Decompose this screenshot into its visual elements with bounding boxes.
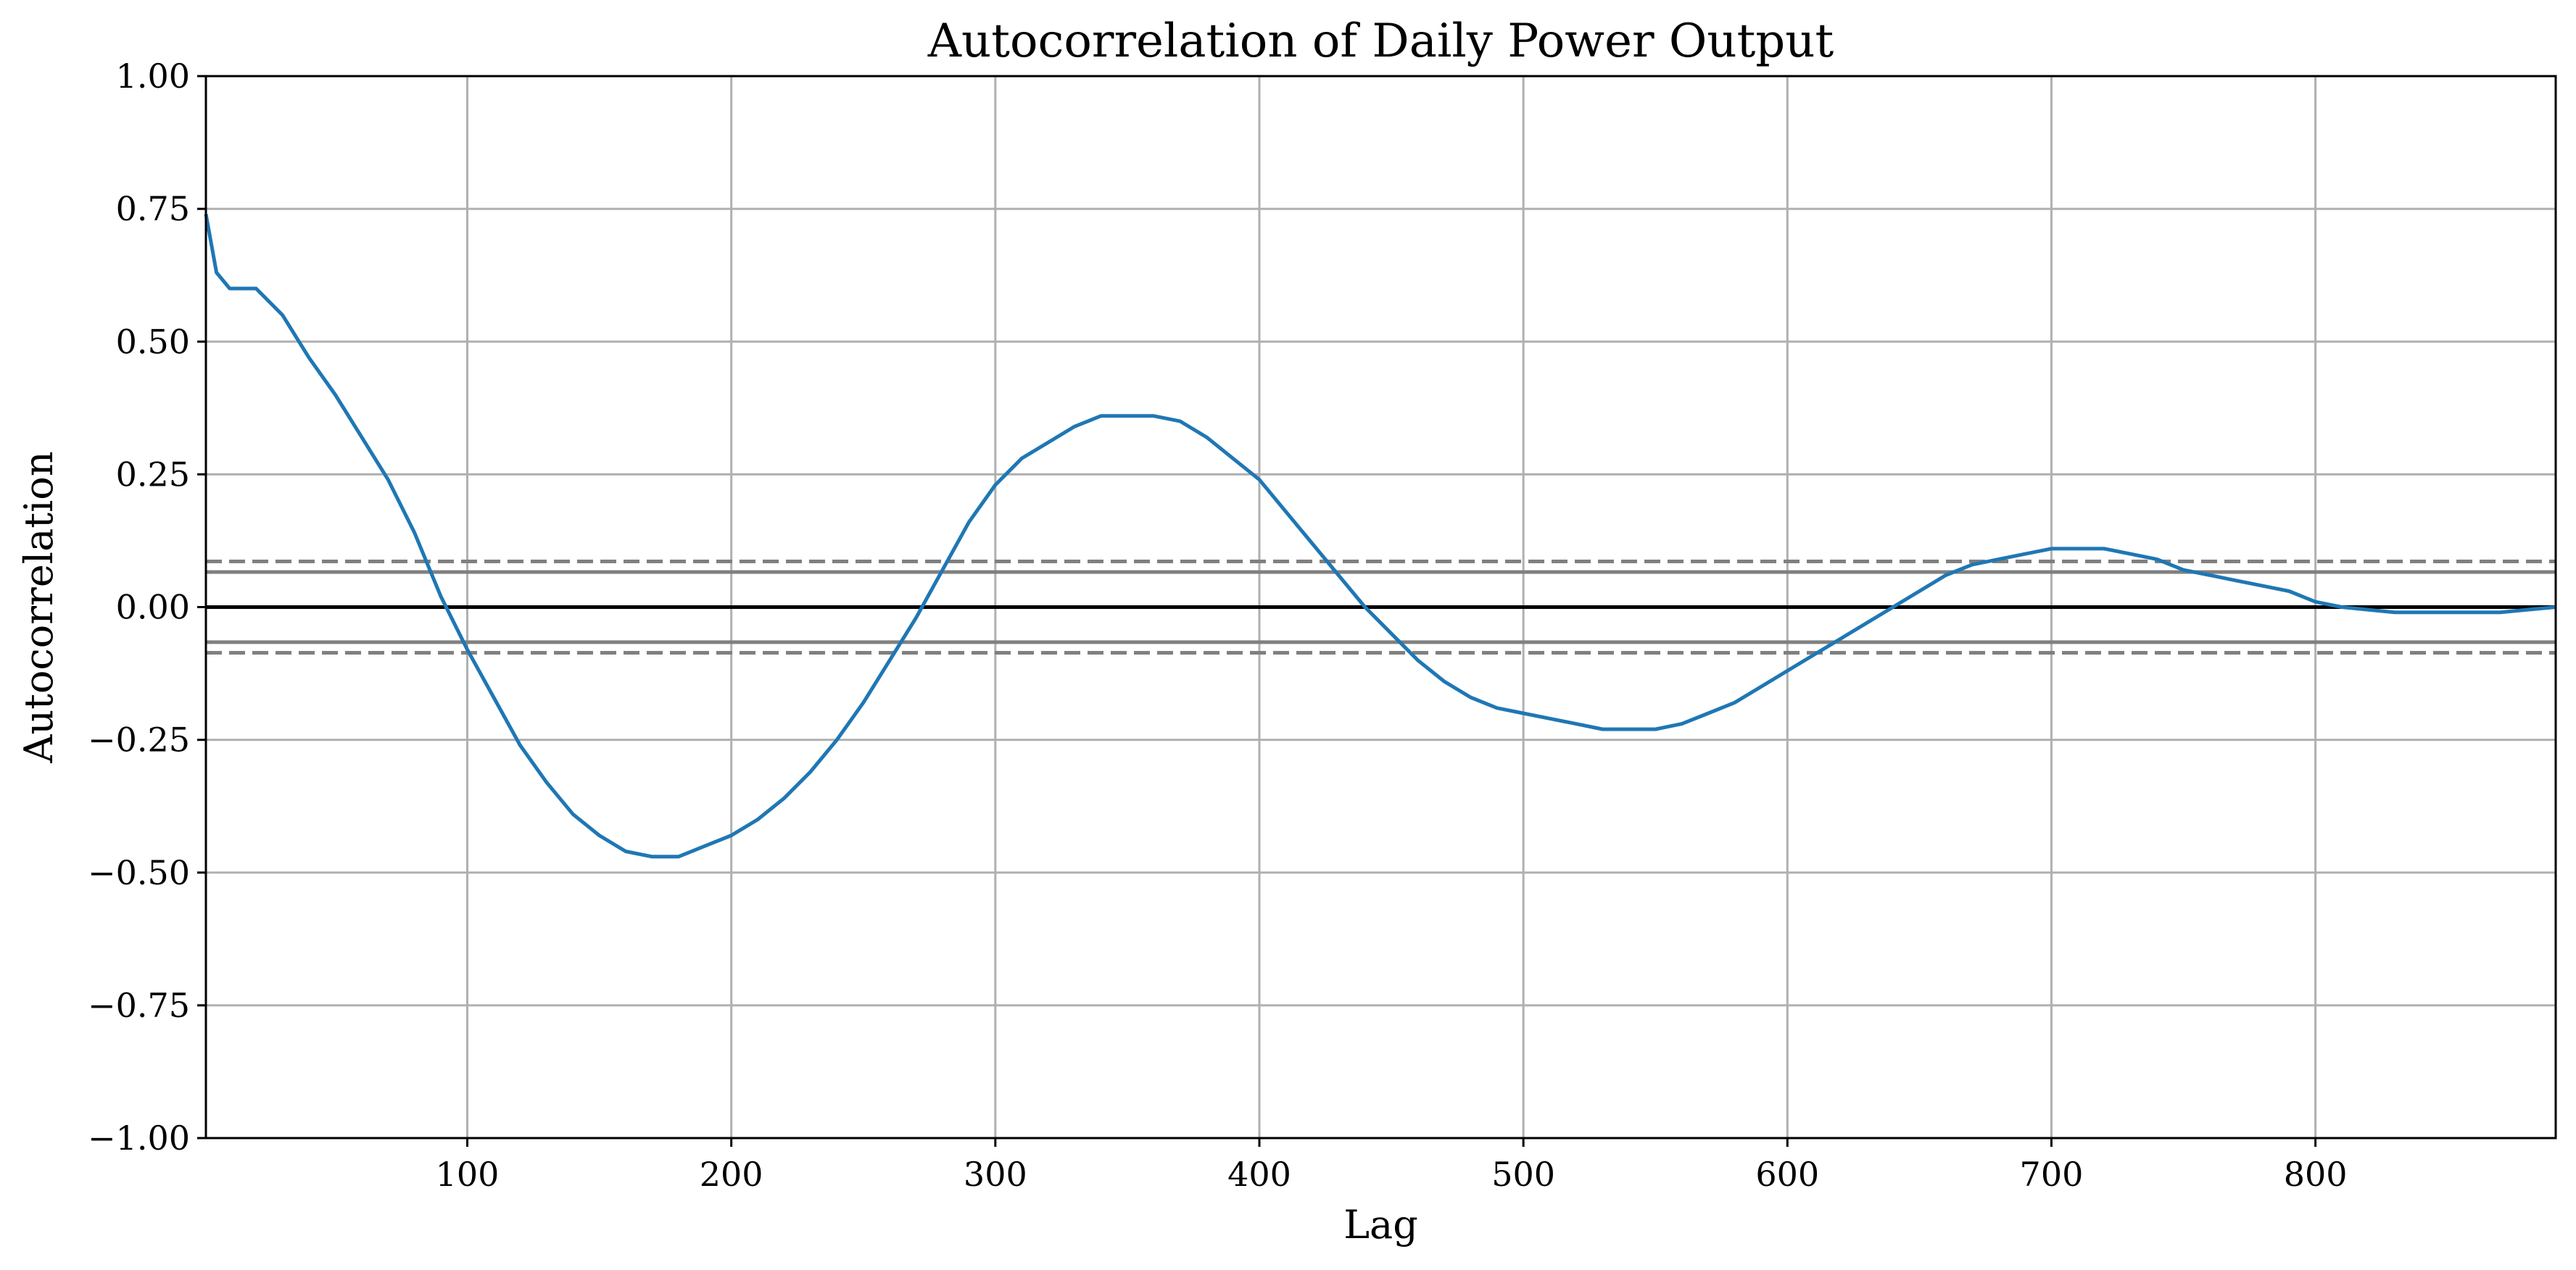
y-tick-label: 0.25 xyxy=(116,455,190,494)
x-tick-label: 300 xyxy=(964,1155,1027,1194)
x-tick-label: 600 xyxy=(1755,1155,1819,1194)
y-tick-label: 1.00 xyxy=(116,57,190,96)
x-tick-label: 100 xyxy=(436,1155,500,1194)
x-tick-label: 800 xyxy=(2284,1155,2348,1194)
x-tick-label: 200 xyxy=(700,1155,763,1194)
x-axis-ticks: 100 200 300 400 500 600 700 800 xyxy=(436,1138,2348,1194)
y-tick-label: −1.00 xyxy=(88,1118,190,1158)
x-tick-label: 400 xyxy=(1227,1155,1291,1194)
y-tick-label: 0.50 xyxy=(116,322,190,361)
x-tick-label: 700 xyxy=(2020,1155,2084,1194)
y-tick-label: −0.50 xyxy=(88,853,190,892)
y-axis-label: Autocorrelation xyxy=(16,451,62,763)
series-layer xyxy=(204,214,2556,859)
y-tick-label: 0.00 xyxy=(116,588,190,627)
y-tick-label: −0.25 xyxy=(88,721,190,760)
y-axis-ticks: −1.00 −0.75 −0.50 −0.25 0.00 0.25 0.50 0.75 1.00 xyxy=(88,57,206,1158)
y-tick-label: −0.75 xyxy=(88,986,190,1025)
chart-title: Autocorrelation of Daily Power Output xyxy=(927,14,1834,68)
x-tick-label: 500 xyxy=(1491,1155,1555,1194)
x-axis-label: Lag xyxy=(1343,1202,1418,1248)
y-tick-label: 0.75 xyxy=(116,189,190,228)
autocorrelation-line xyxy=(204,214,2556,859)
